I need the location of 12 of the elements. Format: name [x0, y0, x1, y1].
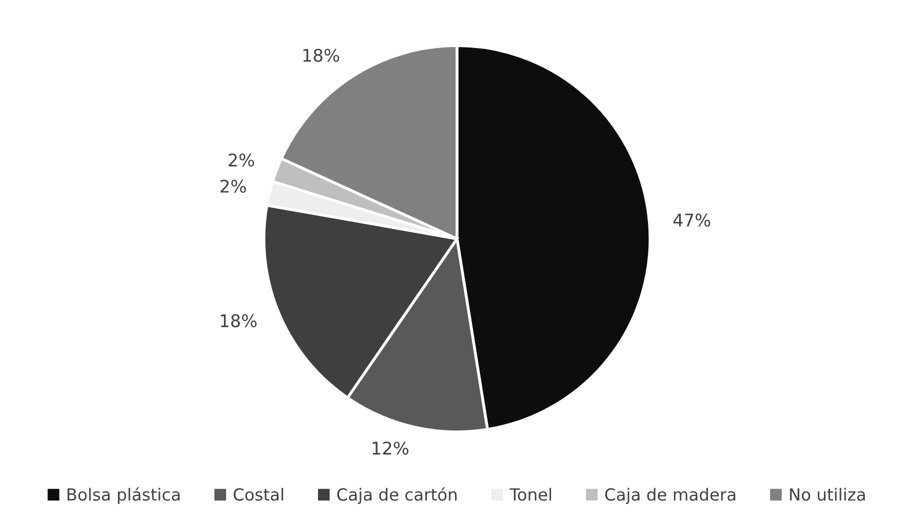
legend-label: Caja de cartón [337, 487, 457, 504]
legend-label: Caja de madera [605, 488, 736, 504]
legend-label: Costal [234, 488, 284, 501]
legend-label: No utiliza [790, 488, 865, 501]
legend-label: Bolsa plástica [68, 487, 180, 504]
data-label: 18% [220, 314, 257, 328]
legend-label: Tonel [510, 488, 552, 501]
data-label: 18% [303, 48, 340, 62]
data-label: 12% [372, 442, 408, 455]
data-label: 2% [220, 180, 246, 193]
data-label: 47% [673, 214, 710, 227]
data-label: 2% [228, 153, 254, 167]
